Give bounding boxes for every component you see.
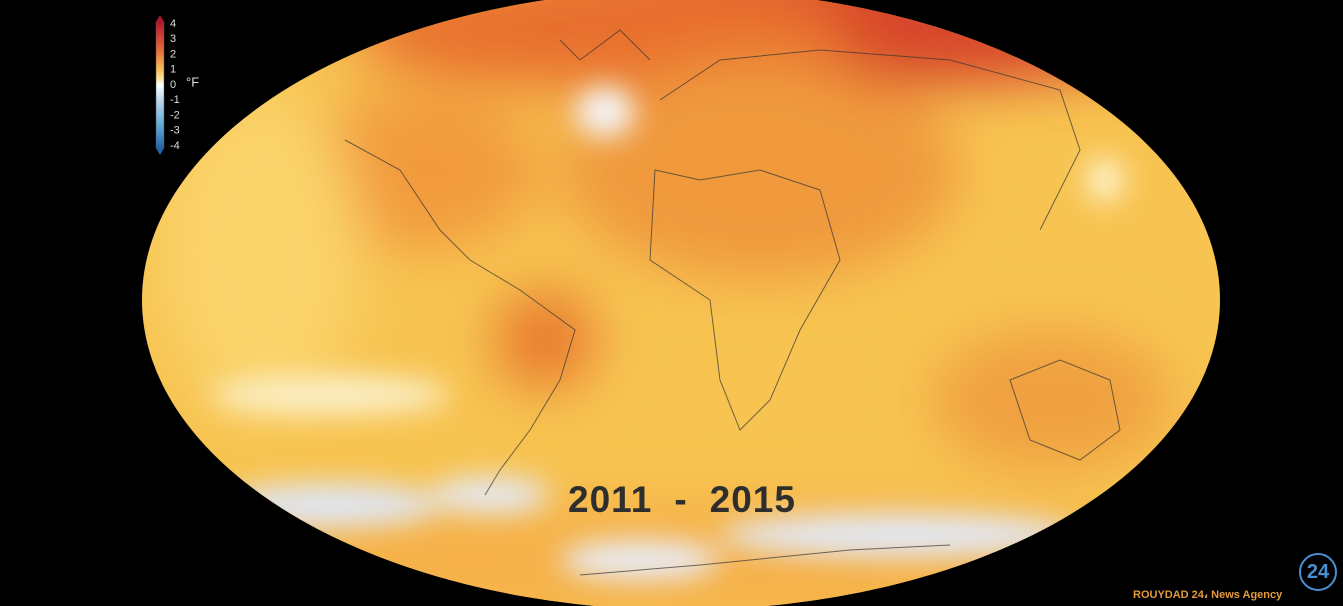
end-year: 2015 — [710, 479, 796, 520]
start-year: 2011 — [568, 479, 652, 520]
color-bar — [155, 21, 165, 149]
color-scale: 4 3 2 1 0 -1 -2 -3 -4 °F — [155, 15, 199, 155]
scale-tick-label: 2 — [170, 48, 176, 60]
scale-tick-label: -1 — [170, 94, 180, 106]
scale-tick-label: 0 — [170, 79, 176, 91]
temperature-map — [142, 0, 1220, 606]
scale-tick-label: 1 — [170, 64, 176, 76]
logo: 24 — [1307, 561, 1330, 583]
period-label: 2011-2015 — [568, 479, 796, 520]
watermark: 24 ROUYDAD 24، News Agency — [1133, 553, 1337, 601]
scale-tick-label: -4 — [170, 140, 180, 152]
scale-tick-label: -3 — [170, 125, 180, 137]
watermark-text: ROUYDAD 24، News Agency — [1133, 589, 1283, 601]
coastlines — [344, 29, 1121, 576]
color-bar-arrow — [156, 148, 164, 155]
unit-label: °F — [186, 74, 199, 89]
color-bar-arrow — [156, 15, 164, 22]
scale-tick-label: 4 — [170, 18, 176, 30]
separator: - — [674, 479, 687, 520]
scale-tick-label: -2 — [170, 109, 180, 121]
logo-ring — [1299, 553, 1337, 591]
scale-tick-label: 3 — [170, 33, 176, 45]
